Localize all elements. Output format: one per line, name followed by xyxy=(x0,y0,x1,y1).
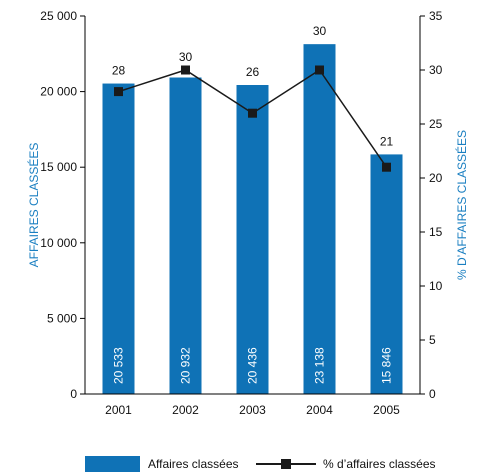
pct-marker xyxy=(315,65,324,75)
x-tick-label: 2001 xyxy=(105,403,132,417)
y-tick-label: 5 000 xyxy=(47,311,77,325)
pct-value-label: 30 xyxy=(313,24,327,38)
y-tick-label: 10 000 xyxy=(40,236,77,250)
pct-value-label: 28 xyxy=(112,64,126,78)
y-tick-label: 25 000 xyxy=(40,9,77,23)
right-axis-ticks: 0 5 10 15 20 25 30 35 xyxy=(420,9,443,401)
y2-tick-label: 35 xyxy=(429,9,443,23)
y-axis-title: AFFAIRES CLASSÉES xyxy=(26,143,41,268)
x-tick-label: 2002 xyxy=(172,403,199,417)
bar xyxy=(370,154,403,394)
pct-marker xyxy=(382,162,391,172)
bars: 20 533 20 932 20 436 23 138 15 846 xyxy=(102,44,403,394)
x-axis-ticks: 2001 2002 2003 2004 2005 xyxy=(105,403,400,417)
bar-value-label: 20 932 xyxy=(179,347,193,384)
bar xyxy=(102,83,135,394)
x-tick-label: 2004 xyxy=(306,403,333,417)
pct-marker xyxy=(248,108,257,118)
pct-value-label: 21 xyxy=(380,134,394,148)
bar-value-label: 20 533 xyxy=(112,347,126,384)
bar xyxy=(236,85,269,394)
bar-value-label: 20 436 xyxy=(246,347,260,384)
bar-value-label: 23 138 xyxy=(313,347,327,384)
legend: Affaires classées % d’affaires classées xyxy=(85,456,436,472)
y2-axis-title: % D’AFFAIRES CLASSÉES xyxy=(454,130,469,280)
pct-marker xyxy=(181,65,190,75)
y2-tick-label: 25 xyxy=(429,117,443,131)
y2-tick-label: 20 xyxy=(429,171,443,185)
y2-tick-label: 10 xyxy=(429,279,443,293)
bar xyxy=(169,77,202,394)
legend-swatch-bar xyxy=(85,456,140,472)
left-axis-ticks: 0 5 000 10 000 15 000 20 000 25 000 xyxy=(40,9,85,401)
pct-value-label: 30 xyxy=(179,50,193,64)
legend-label-line: % d’affaires classées xyxy=(323,457,436,471)
legend-swatch-marker xyxy=(281,459,291,469)
y2-tick-label: 15 xyxy=(429,225,443,239)
y2-tick-label: 30 xyxy=(429,63,443,77)
y2-tick-label: 0 xyxy=(429,387,436,401)
x-tick-label: 2003 xyxy=(239,403,266,417)
legend-label-bar: Affaires classées xyxy=(148,457,239,471)
y-tick-label: 0 xyxy=(70,387,77,401)
axes xyxy=(84,16,421,395)
x-tick-label: 2005 xyxy=(373,403,400,417)
y2-tick-label: 5 xyxy=(429,333,436,347)
pct-marker xyxy=(114,87,123,97)
bar xyxy=(303,44,336,394)
y-tick-label: 15 000 xyxy=(40,160,77,174)
pct-line: 28 30 26 30 21 xyxy=(112,24,394,172)
bar-value-label: 15 846 xyxy=(380,347,394,384)
pct-value-label: 26 xyxy=(246,65,260,79)
y-tick-label: 20 000 xyxy=(40,85,77,99)
